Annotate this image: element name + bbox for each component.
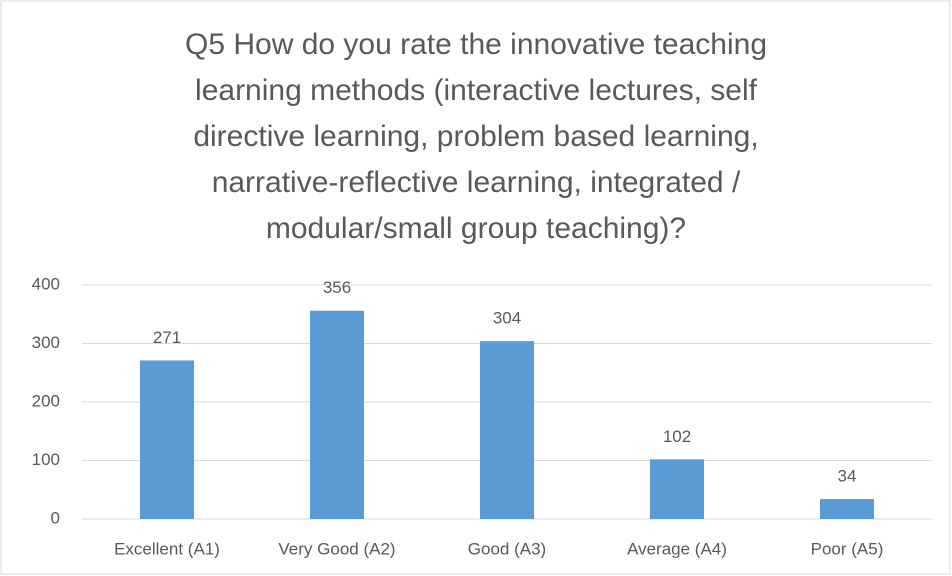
data-label: 102 — [663, 427, 691, 446]
data-label: 304 — [493, 309, 521, 328]
x-tick-label: Very Good (A2) — [278, 539, 395, 558]
y-tick-label: 100 — [32, 450, 60, 469]
bar — [480, 341, 534, 519]
bar — [650, 459, 704, 519]
y-tick-label: 300 — [32, 333, 60, 352]
y-tick-label: 0 — [51, 508, 60, 527]
bar — [310, 310, 364, 519]
data-label: 356 — [323, 278, 351, 297]
x-tick-label: Average (A4) — [627, 539, 727, 558]
data-label: 271 — [153, 328, 181, 347]
x-tick-label: Excellent (A1) — [114, 539, 220, 558]
x-tick-label: Good (A3) — [468, 539, 546, 558]
y-tick-label: 400 — [32, 274, 60, 293]
data-label: 34 — [838, 467, 857, 486]
bar — [140, 360, 194, 519]
y-tick-label: 200 — [32, 391, 60, 410]
bar — [820, 499, 874, 519]
chart-title: Q5 How do you rate the innovative teachi… — [184, 28, 768, 245]
x-tick-label: Poor (A5) — [811, 539, 884, 558]
